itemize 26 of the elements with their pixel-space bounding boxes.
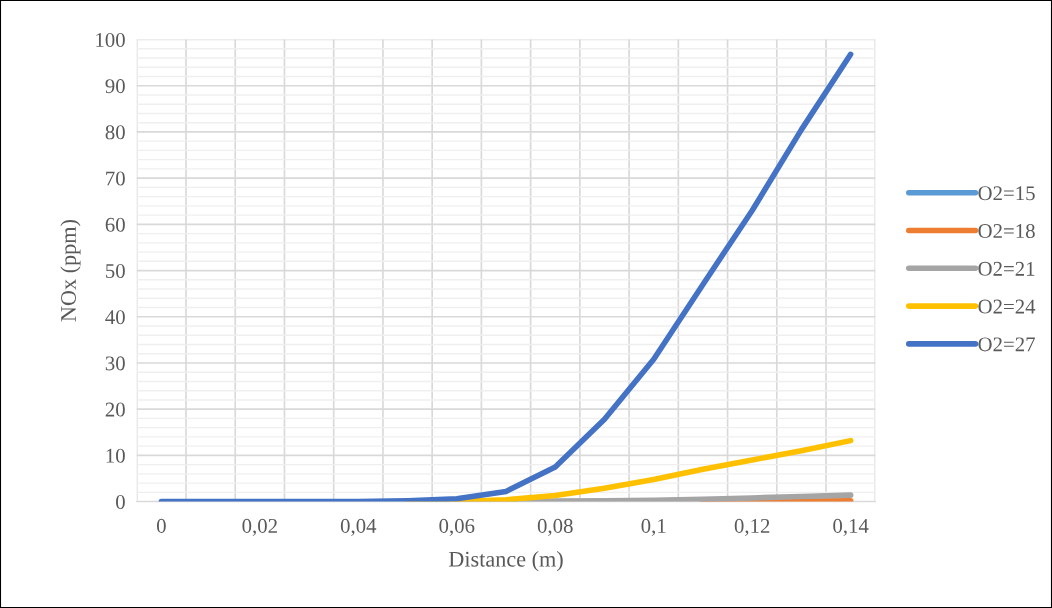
y-tick-label: 40 <box>105 310 125 325</box>
y-tick-label: 20 <box>105 402 125 417</box>
y-tick-label: 0 <box>116 494 125 510</box>
x-tick-label: 0,04 <box>340 518 377 536</box>
y-tick-label: 30 <box>105 356 125 371</box>
x-tick-label: 0,06 <box>439 518 475 536</box>
x-tick-label: 0 <box>156 518 166 533</box>
legend-label: O2=21 <box>978 261 1035 276</box>
x-axis-title: Distance (m) <box>448 551 563 572</box>
x-tick-label: 0,02 <box>242 518 277 536</box>
legend-label: O2=18 <box>978 224 1035 239</box>
y-axis-title: NOx (ppm) <box>60 220 81 322</box>
legend-label: O2=24 <box>978 299 1036 314</box>
legend-label: O2=15 <box>978 186 1035 201</box>
x-tick-label: 0,12 <box>734 518 770 536</box>
y-tick-label: 70 <box>106 171 125 186</box>
x-tick-label: 0,1 <box>641 518 666 536</box>
x-tick-label: 0,14 <box>833 518 869 536</box>
y-tick-label: 10 <box>106 448 125 463</box>
y-tick-label: 100 <box>96 32 125 47</box>
x-tick-label: 0,08 <box>537 518 573 536</box>
y-tick-label: 50 <box>106 263 125 278</box>
y-tick-label: 90 <box>105 79 125 94</box>
y-tick-label: 80 <box>105 125 125 140</box>
legend-label: O2=27 <box>978 337 1035 352</box>
y-tick-label: 60 <box>105 217 125 232</box>
